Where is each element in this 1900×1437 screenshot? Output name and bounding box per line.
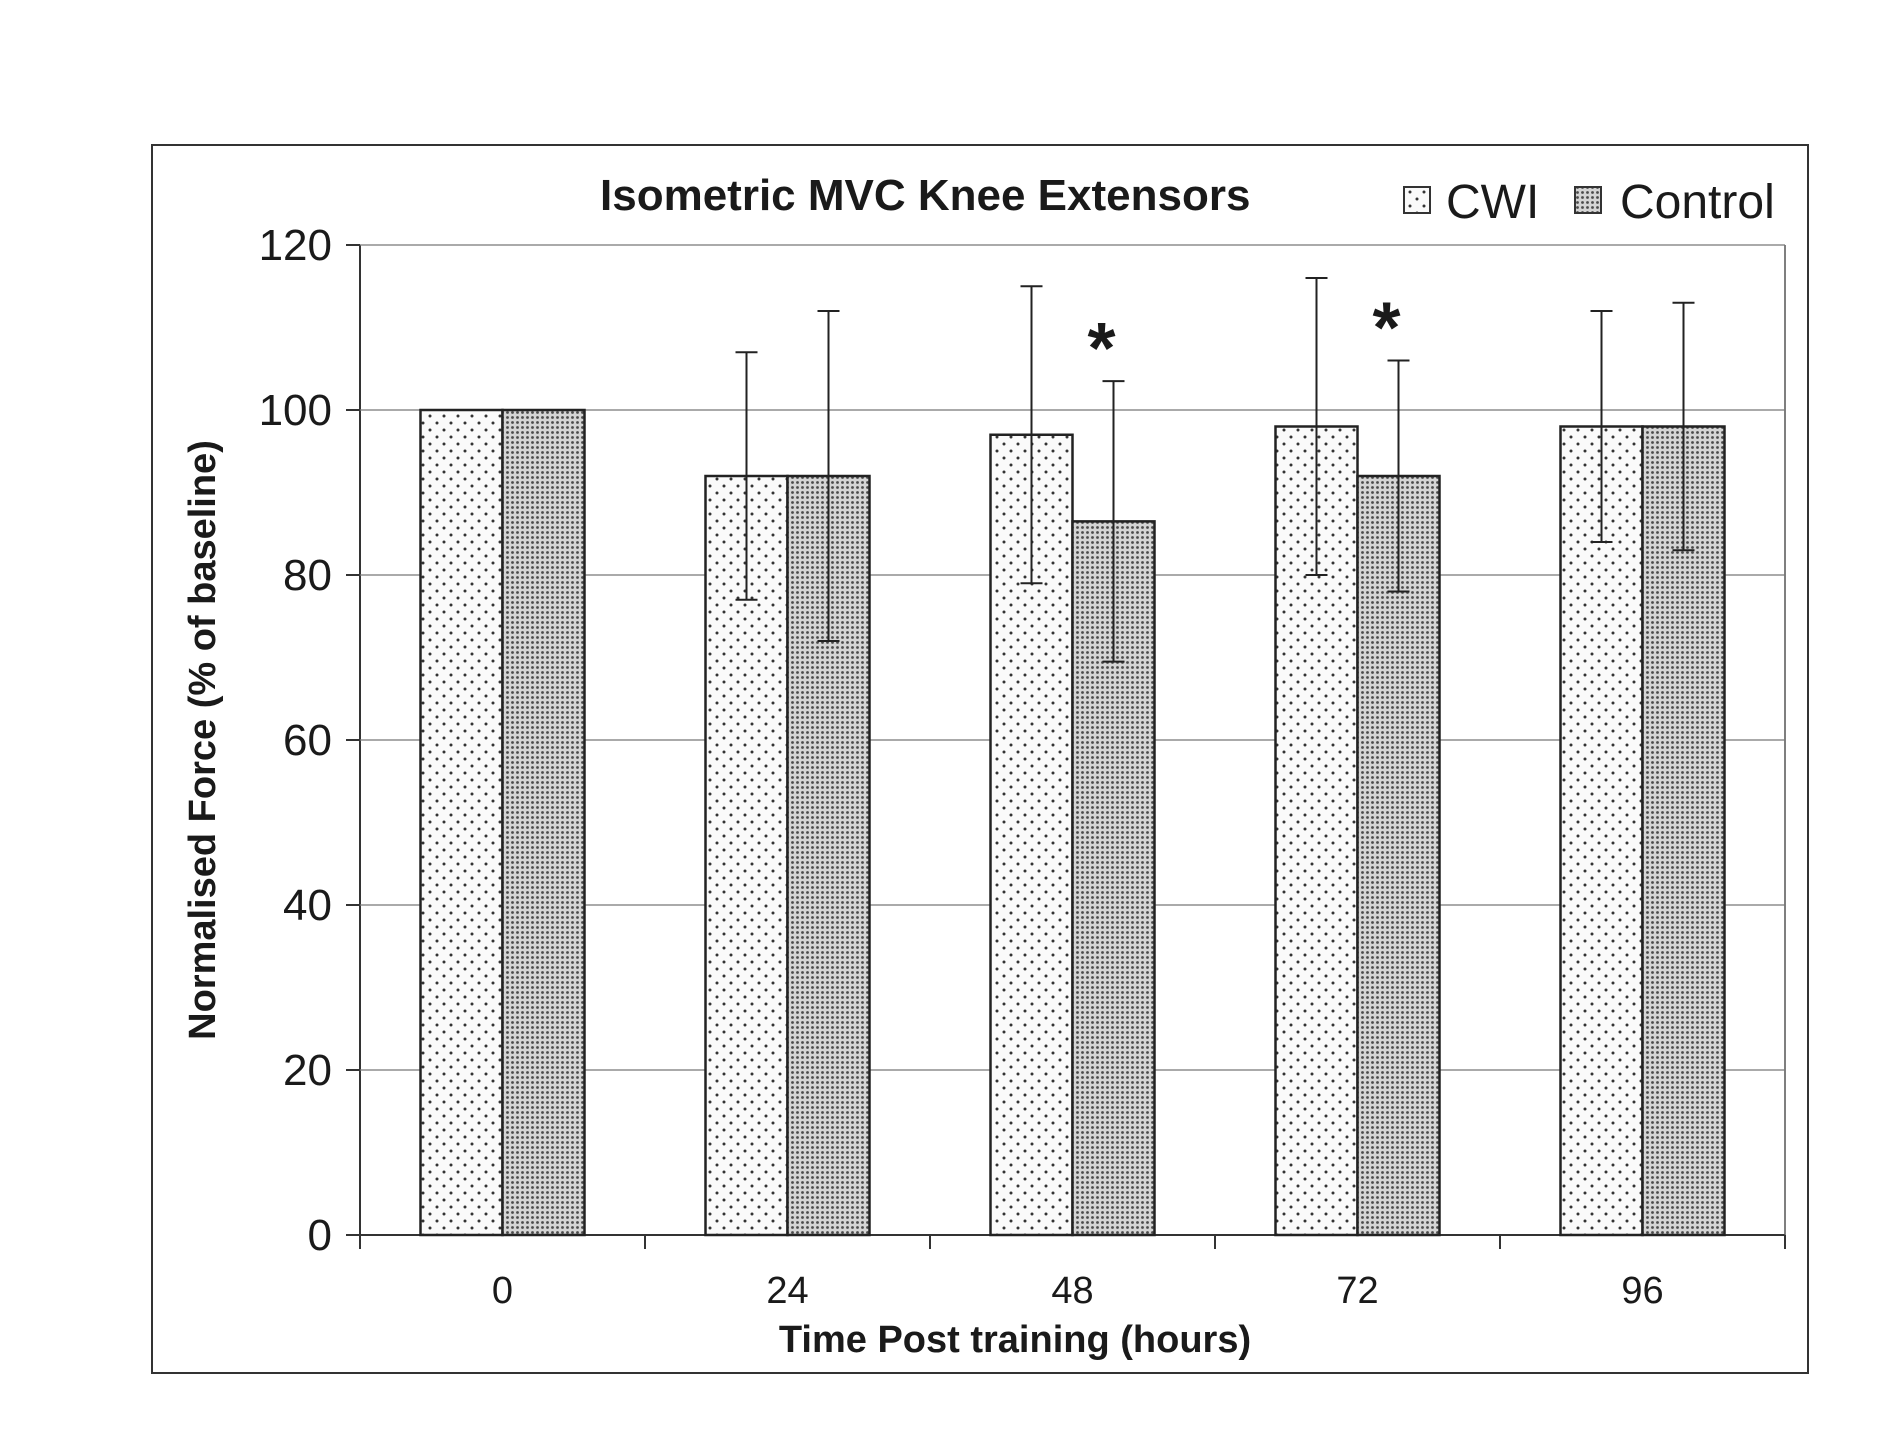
- y-axis-label: Normalised Force (% of baseline): [182, 440, 224, 1040]
- legend: CWI Control: [1403, 176, 1775, 229]
- gridlines: [360, 244, 1785, 1071]
- bar-cwi: [419, 408, 504, 1237]
- y-tick-label: 20: [283, 1046, 332, 1095]
- chart-title: Isometric MVC Knee Extensors: [600, 171, 1250, 220]
- x-tick-label: 72: [1336, 1270, 1378, 1312]
- x-tick-label: 96: [1621, 1270, 1663, 1312]
- x-axis: 0 24 48 72 96: [359, 1235, 1786, 1312]
- y-tick-label: 0: [308, 1211, 332, 1260]
- legend-label-cwi: CWI: [1446, 176, 1539, 229]
- x-axis-label: Time Post training (hours): [779, 1319, 1251, 1361]
- y-tick-label: 60: [283, 716, 332, 765]
- y-tick-label: 120: [259, 221, 332, 270]
- y-tick-label: 100: [259, 386, 332, 435]
- bar-control: [501, 408, 586, 1237]
- bar-cwi: [1559, 425, 1644, 1237]
- x-tick-label: 48: [1051, 1270, 1093, 1312]
- legend-label-control: Control: [1620, 176, 1775, 229]
- annotations: * *: [1087, 289, 1400, 390]
- chart-frame: [151, 144, 1809, 1374]
- legend-swatch-cwi: [1403, 186, 1431, 214]
- bar-cwi: [704, 474, 789, 1237]
- bars: [419, 408, 1726, 1237]
- error-bars: [735, 277, 1695, 663]
- bar-control: [1356, 474, 1441, 1237]
- legend-swatch-control: [1574, 186, 1602, 214]
- bar-control: [1641, 425, 1726, 1237]
- x-tick-label: 24: [766, 1270, 808, 1312]
- y-axis: 0 20 40 60 80 100 120: [259, 221, 360, 1260]
- y-tick-label: 80: [283, 551, 332, 600]
- y-tick-label: 40: [283, 881, 332, 930]
- significance-star: *: [1372, 289, 1400, 369]
- x-tick-label: 0: [492, 1270, 513, 1312]
- significance-star: *: [1087, 309, 1115, 389]
